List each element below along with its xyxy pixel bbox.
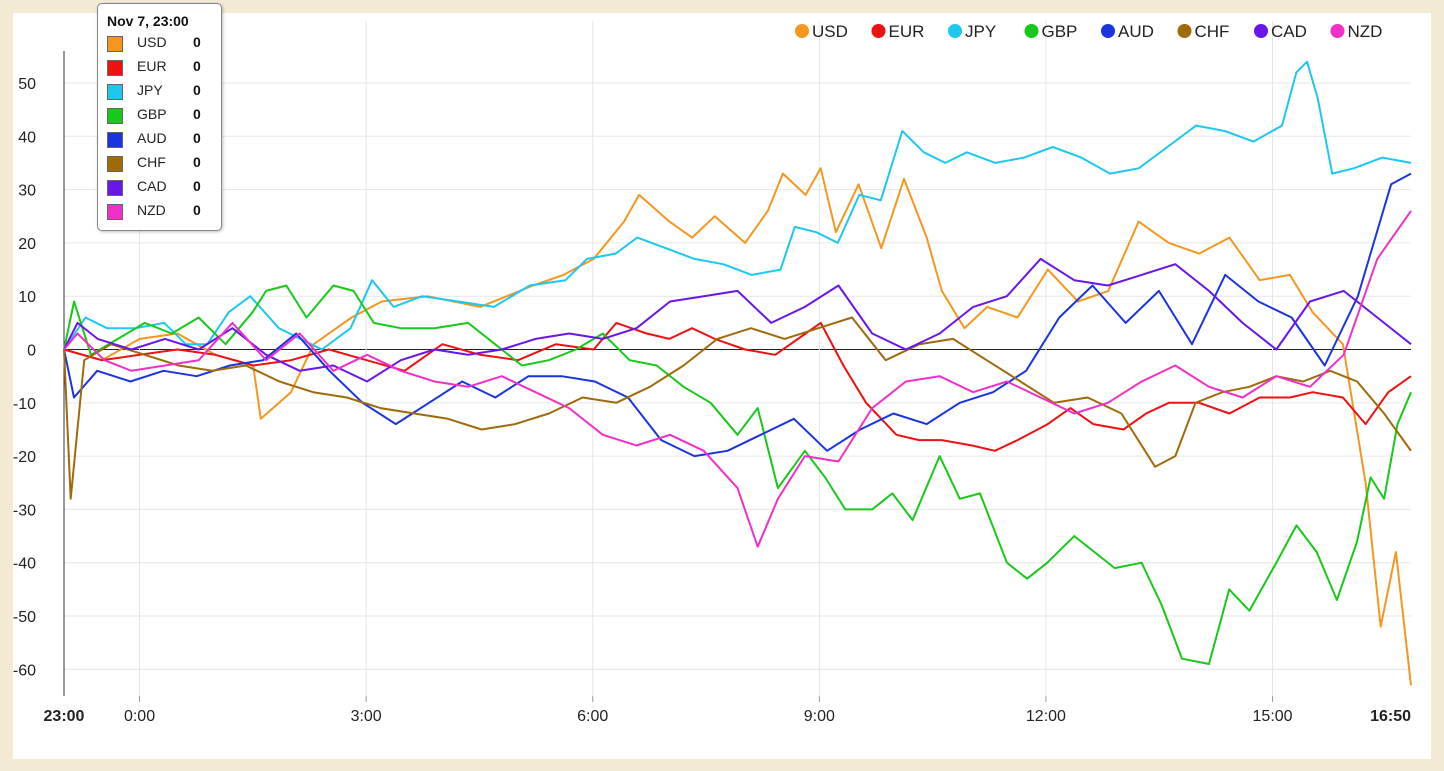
tooltip-value: 0 [193, 202, 201, 218]
y-tick-label: -20 [13, 449, 36, 466]
legend-swatch [1254, 24, 1268, 38]
legend-label: GBP [1042, 22, 1078, 41]
tooltip-swatch [107, 132, 123, 148]
currency-strength-chart: 50 40 30 20 10 0 -10 -20 -30 -40 -50 -60 23:00 0:00 3… [13, 21, 1412, 725]
tooltip-swatch [107, 36, 123, 52]
x-tick-label: 16:50 [1370, 708, 1411, 725]
legend-swatch [1101, 24, 1115, 38]
hover-tooltip: Nov 7, 23:00 USD 0 EUR 0 JPY 0 GBP 0 AUD 0 CHF 0 CAD… [97, 3, 222, 231]
tooltip-swatch [107, 108, 123, 124]
chart-frame: 50 40 30 20 10 0 -10 -20 -30 -40 -50 -60 23:00 0:00 3… [13, 3, 1431, 759]
x-tick-label: 3:00 [351, 708, 382, 725]
tooltip-label: USD [137, 34, 167, 50]
legend-item-usd[interactable]: USD [795, 22, 848, 41]
legend-item-aud[interactable]: AUD [1101, 22, 1154, 41]
y-axis: 50 40 30 20 10 0 -10 -20 -30 -40 -50 -60 [13, 51, 65, 696]
tooltip-value: 0 [193, 34, 201, 50]
tooltip-label: EUR [137, 58, 167, 74]
y-tick-label: 10 [18, 289, 36, 306]
grid-layer [64, 21, 1411, 696]
x-tick-label: 0:00 [124, 708, 155, 725]
legend-swatch [948, 24, 962, 38]
series-line-chf [63, 316, 1412, 500]
tooltip-row-eur: EUR 0 [107, 58, 217, 78]
legend-item-cad[interactable]: CAD [1254, 22, 1307, 41]
x-tick-label: 15:00 [1253, 708, 1293, 725]
tooltip-row-gbp: GBP 0 [107, 106, 217, 126]
legend-label: USD [812, 22, 848, 41]
legend-item-jpy[interactable]: JPY [948, 22, 996, 41]
tooltip-swatch [107, 204, 123, 220]
tooltip-value: 0 [193, 154, 201, 170]
legend-item-nzd[interactable]: NZD [1330, 22, 1383, 41]
tooltip-row-chf: CHF 0 [107, 154, 217, 174]
legend: USD EUR JPY GBP AUD CHF CAD NZD [795, 22, 1382, 41]
tooltip-value: 0 [193, 106, 201, 122]
x-tick-label: 6:00 [577, 708, 608, 725]
series-line-aud [63, 172, 1412, 458]
y-tick-label: 30 [18, 183, 36, 200]
tooltip-swatch [107, 84, 123, 100]
tooltip-label: GBP [137, 106, 167, 122]
legend-label: EUR [889, 22, 925, 41]
legend-swatch [795, 24, 809, 38]
tooltip-row-aud: AUD 0 [107, 130, 217, 150]
y-tick-label: 50 [18, 76, 36, 93]
legend-label: NZD [1348, 22, 1383, 41]
tooltip-value: 0 [193, 58, 201, 74]
series-line-nzd [63, 210, 1412, 548]
legend-label: AUD [1118, 22, 1154, 41]
tooltip-swatch [107, 156, 123, 172]
y-tick-label: -40 [13, 556, 36, 573]
tooltip-row-nzd: NZD 0 [107, 202, 217, 222]
y-tick-label: 20 [18, 236, 36, 253]
x-tick-label: 9:00 [804, 708, 835, 725]
tooltip-label: AUD [137, 130, 167, 146]
legend-label: JPY [965, 22, 996, 41]
series-line-cad [63, 257, 1412, 383]
series-line-gbp [63, 284, 1412, 665]
y-tick-label: -60 [13, 662, 36, 679]
series-lines [63, 60, 1412, 686]
legend-item-gbp[interactable]: GBP [1024, 22, 1078, 41]
y-tick-label: -50 [13, 609, 36, 626]
tooltip-row-usd: USD 0 [107, 34, 217, 54]
tooltip-row-jpy: JPY 0 [107, 82, 217, 102]
tooltip-label: JPY [137, 82, 163, 98]
tooltip-value: 0 [193, 82, 201, 98]
x-tick-label: 23:00 [44, 708, 85, 725]
y-tick-label: -10 [13, 396, 36, 413]
y-tick-label: -30 [13, 502, 36, 519]
series-line-eur [63, 321, 1412, 452]
tooltip-swatch [107, 180, 123, 196]
legend-swatch [1024, 24, 1039, 38]
series-line-usd [63, 167, 1412, 686]
series-line-jpy [63, 60, 1412, 351]
y-tick-label: 40 [18, 129, 36, 146]
legend-label: CHF [1195, 22, 1230, 41]
tooltip-value: 0 [193, 178, 201, 194]
x-tick-label: 12:00 [1026, 708, 1066, 725]
legend-swatch [871, 24, 886, 38]
tooltip-value: 0 [193, 130, 201, 146]
tooltip-label: CHF [137, 154, 166, 170]
x-axis: 23:00 0:00 3:00 6:00 9:00 12:00 15:00 16:50 [44, 696, 1411, 725]
legend-item-chf[interactable]: CHF [1177, 22, 1230, 41]
legend-swatch [1330, 24, 1345, 38]
legend-swatch [1177, 24, 1192, 38]
legend-item-eur[interactable]: EUR [871, 22, 925, 41]
y-tick-label: 0 [27, 343, 36, 360]
tooltip-label: NZD [137, 202, 166, 218]
tooltip-label: CAD [137, 178, 167, 194]
tooltip-row-cad: CAD 0 [107, 178, 217, 198]
tooltip-title: Nov 7, 23:00 [107, 13, 189, 29]
legend-label: CAD [1271, 22, 1307, 41]
tooltip-swatch [107, 60, 123, 76]
